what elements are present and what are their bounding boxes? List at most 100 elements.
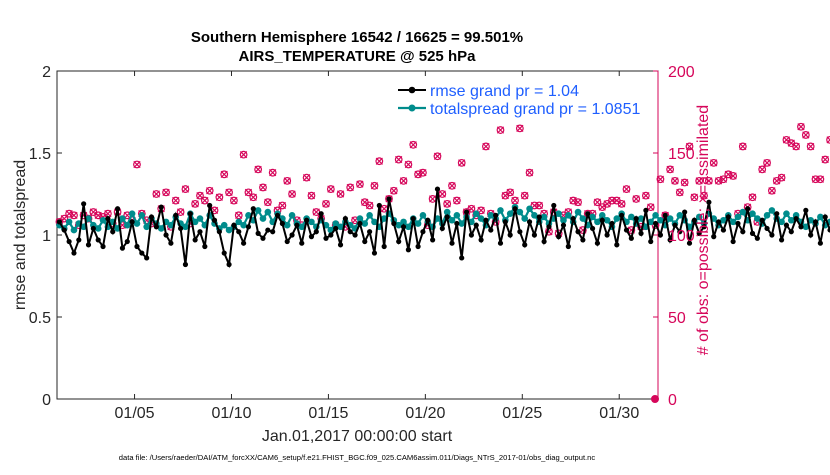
- rmse-point: [817, 240, 823, 246]
- totalspread-point: [676, 212, 684, 219]
- rmse-point: [396, 238, 402, 245]
- obs-possible-marker: [574, 198, 582, 207]
- obs-possible-marker: [520, 191, 529, 200]
- obs-assimilated-marker: [516, 124, 524, 133]
- obs-assimilated-marker: [443, 200, 451, 208]
- obs-point: [370, 181, 379, 190]
- rmse-point: [168, 240, 174, 246]
- rmse-point: [541, 238, 547, 245]
- totalspread-point: [516, 208, 524, 216]
- rmse-point: [308, 234, 315, 240]
- rmse-point: [745, 206, 751, 212]
- obs-assimilated-marker: [288, 190, 296, 198]
- obs-possible-marker: [496, 126, 505, 134]
- rmse-point: [260, 235, 266, 241]
- obs-assimilated-marker: [375, 157, 383, 165]
- obs-possible-marker: [767, 186, 776, 195]
- totalspread-point: [579, 215, 587, 222]
- rmse-point: [158, 204, 164, 210]
- obs-point: [171, 196, 180, 205]
- totalspread-point: [434, 215, 441, 222]
- rmse-point: [148, 214, 155, 220]
- obs-point: [826, 135, 830, 144]
- obs-point: [302, 173, 311, 182]
- obs-assimilated-marker: [700, 192, 708, 200]
- rmse-point: [754, 235, 760, 241]
- x-tick-label: 01/10: [211, 405, 251, 422]
- rmse-point: [352, 232, 358, 238]
- rmse-point: [420, 229, 426, 235]
- totalspread-point: [526, 205, 533, 213]
- obs-assimilated-marker: [685, 142, 694, 151]
- totalspread-point: [182, 223, 189, 231]
- obs-point: [375, 157, 384, 166]
- rmse-point: [337, 242, 344, 248]
- rmse-point: [405, 247, 411, 253]
- obs-possible-marker: [356, 180, 364, 189]
- x-axis-label: Jan.01,2017 00:00:00 start: [262, 428, 453, 445]
- obs-possible-marker: [336, 190, 345, 198]
- obs-assimilated-marker: [438, 190, 446, 198]
- obs-point: [467, 204, 476, 213]
- obs-possible-marker: [244, 188, 253, 197]
- obs-possible-marker: [307, 191, 316, 200]
- obs-assimilated-marker: [429, 195, 437, 203]
- obs-assimilated-marker: [365, 201, 374, 210]
- totalspread-point: [119, 215, 126, 222]
- rmse-point: [231, 222, 237, 228]
- rmse-point: [696, 230, 702, 236]
- obs-possible-marker: [365, 201, 374, 210]
- obs-possible-marker: [763, 158, 771, 167]
- obs-point: [419, 168, 427, 177]
- rmse-point: [110, 229, 116, 235]
- obs-possible-marker: [729, 172, 738, 180]
- rmse-point: [560, 222, 567, 228]
- totalspread-point: [531, 212, 538, 219]
- rmse-point: [643, 207, 649, 213]
- obs-assimilated-marker: [622, 185, 631, 193]
- totalspread-point: [414, 220, 422, 227]
- totalspread-point: [157, 225, 165, 232]
- rmse-point: [565, 243, 571, 250]
- obs-possible-marker: [254, 165, 263, 174]
- rmse-point: [662, 212, 668, 218]
- obs-possible-marker: [525, 168, 534, 177]
- rmse-point: [61, 227, 67, 233]
- obs-possible-marker: [622, 185, 631, 193]
- totalspread-point: [560, 216, 567, 224]
- obs-point: [767, 186, 776, 195]
- rmse-point: [410, 216, 416, 222]
- totalspread-point: [264, 208, 272, 216]
- obs-point: [816, 175, 825, 184]
- obs-possible-marker: [205, 186, 214, 195]
- obs-possible-marker: [797, 122, 805, 131]
- rmse-point: [173, 212, 179, 218]
- obs-possible-marker: [404, 160, 413, 169]
- obs-assimilated-marker: [535, 201, 543, 210]
- rmse-point: [735, 220, 741, 227]
- obs-point: [259, 183, 267, 192]
- obs-assimilated-marker: [758, 165, 766, 174]
- rmse-point: [347, 229, 353, 235]
- obs-assimilated-marker: [676, 188, 684, 196]
- obs-possible-marker: [821, 155, 830, 164]
- obs-assimilated-marker: [302, 173, 311, 182]
- x-tick-label: 01/20: [405, 405, 445, 422]
- obs-point: [230, 196, 238, 205]
- obs-assimilated-marker: [230, 196, 238, 205]
- rmse-point: [793, 216, 799, 222]
- obs-point: [477, 206, 485, 215]
- totalspread-point: [729, 218, 737, 226]
- rmse-point: [56, 219, 63, 225]
- rmse-point: [488, 227, 494, 233]
- obs-possible-marker: [370, 181, 379, 190]
- obs-possible-marker: [477, 206, 485, 215]
- obs-point: [225, 188, 233, 197]
- obs-possible-marker: [826, 135, 830, 144]
- obs-assimilated-marker: [181, 185, 190, 193]
- obs-point: [433, 152, 442, 161]
- totalspread-point: [235, 218, 243, 226]
- rmse-point: [691, 217, 697, 223]
- rmse-point: [304, 217, 310, 223]
- obs-point: [729, 172, 738, 180]
